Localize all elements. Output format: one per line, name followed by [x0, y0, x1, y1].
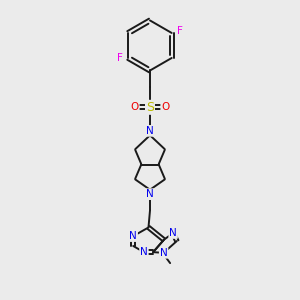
Text: F: F [117, 53, 123, 63]
Text: N: N [169, 228, 177, 238]
Text: N: N [160, 248, 167, 258]
Text: O: O [130, 102, 139, 112]
Text: N: N [146, 126, 154, 136]
Text: F: F [177, 26, 183, 37]
Text: N: N [140, 247, 148, 257]
Text: N: N [146, 189, 154, 199]
Text: S: S [146, 101, 154, 114]
Text: O: O [161, 102, 170, 112]
Text: N: N [129, 231, 137, 241]
